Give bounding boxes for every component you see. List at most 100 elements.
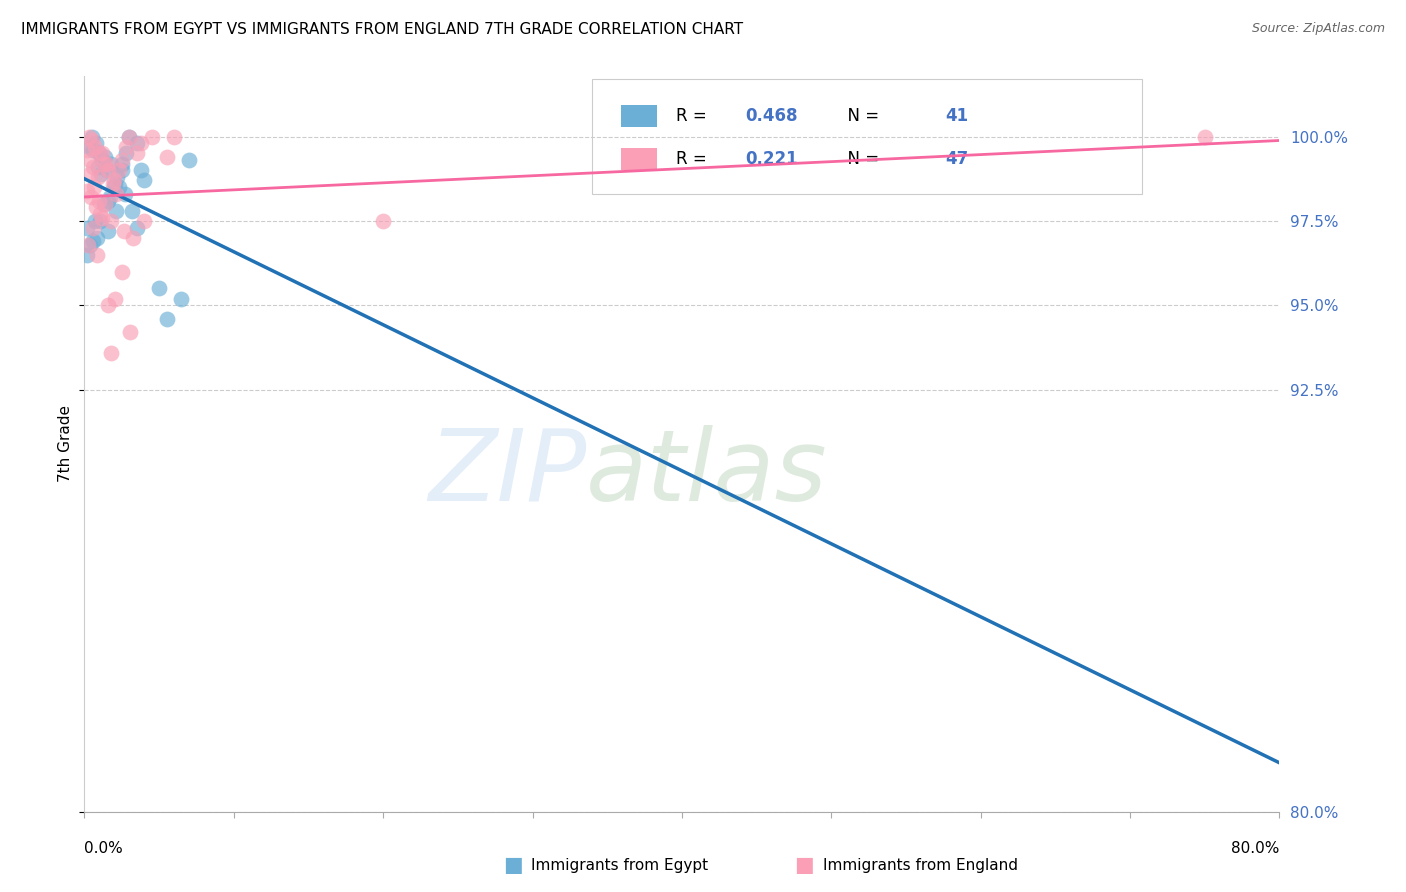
Point bbox=[77, 237, 100, 252]
Text: 47: 47 bbox=[945, 150, 969, 168]
Point bbox=[97, 224, 120, 238]
Text: Immigrants from Egypt: Immigrants from Egypt bbox=[531, 858, 709, 872]
Point bbox=[79, 153, 101, 168]
Point bbox=[107, 180, 129, 194]
Point bbox=[96, 194, 118, 208]
Point bbox=[111, 163, 134, 178]
Point bbox=[90, 211, 112, 225]
Text: N =: N = bbox=[838, 150, 884, 168]
Point bbox=[91, 153, 114, 168]
Point bbox=[91, 146, 114, 161]
Point bbox=[105, 170, 128, 185]
Point bbox=[118, 129, 141, 144]
Point bbox=[177, 153, 200, 168]
Point bbox=[129, 136, 152, 151]
Point bbox=[93, 197, 115, 211]
Bar bbox=[621, 105, 657, 128]
Text: atlas: atlas bbox=[586, 425, 828, 522]
Point bbox=[111, 264, 134, 278]
Point bbox=[82, 234, 104, 248]
Point bbox=[111, 156, 134, 170]
Point bbox=[103, 173, 125, 187]
Text: Source: ZipAtlas.com: Source: ZipAtlas.com bbox=[1251, 22, 1385, 36]
Bar bbox=[621, 148, 657, 170]
Point bbox=[80, 133, 103, 147]
Point bbox=[82, 143, 104, 157]
Point bbox=[87, 160, 110, 174]
Point bbox=[100, 156, 122, 170]
Point bbox=[89, 146, 111, 161]
Point bbox=[112, 224, 135, 238]
Point bbox=[115, 146, 138, 161]
Point bbox=[79, 237, 101, 252]
Point bbox=[170, 292, 193, 306]
Point bbox=[155, 150, 177, 164]
Point bbox=[122, 231, 145, 245]
Point bbox=[148, 281, 170, 295]
Point bbox=[76, 220, 98, 235]
Point bbox=[96, 163, 118, 178]
Text: ■: ■ bbox=[503, 855, 523, 875]
Point bbox=[89, 214, 111, 228]
Text: R =: R = bbox=[676, 150, 711, 168]
Text: N =: N = bbox=[838, 107, 884, 125]
Point bbox=[87, 170, 110, 185]
Point bbox=[79, 167, 101, 181]
Point bbox=[97, 163, 120, 178]
Point bbox=[89, 207, 111, 221]
Point bbox=[96, 298, 118, 312]
Point bbox=[118, 326, 141, 340]
Y-axis label: 7th Grade: 7th Grade bbox=[58, 405, 73, 483]
Text: R =: R = bbox=[676, 107, 711, 125]
Point bbox=[101, 177, 124, 191]
Point bbox=[111, 153, 134, 168]
Point bbox=[76, 184, 98, 198]
Text: 41: 41 bbox=[945, 107, 967, 125]
Text: 0.221: 0.221 bbox=[745, 150, 797, 168]
Point bbox=[105, 186, 128, 201]
Text: ■: ■ bbox=[794, 855, 814, 875]
Point bbox=[103, 180, 125, 194]
Point bbox=[115, 139, 138, 153]
Point bbox=[93, 156, 115, 170]
Point bbox=[104, 292, 127, 306]
Point bbox=[82, 160, 104, 174]
Point bbox=[104, 177, 127, 191]
Point bbox=[96, 156, 118, 170]
Point bbox=[80, 190, 103, 204]
Point bbox=[83, 214, 105, 228]
Point bbox=[1194, 129, 1216, 144]
Point bbox=[373, 214, 395, 228]
Point bbox=[86, 136, 108, 151]
Point bbox=[129, 163, 152, 178]
Point bbox=[121, 203, 143, 218]
Point bbox=[100, 214, 122, 228]
Point bbox=[155, 311, 177, 326]
Point bbox=[77, 129, 100, 144]
Point bbox=[83, 180, 105, 194]
Point bbox=[104, 203, 127, 218]
Point bbox=[163, 129, 186, 144]
FancyBboxPatch shape bbox=[592, 79, 1142, 194]
Text: 0.0%: 0.0% bbox=[84, 841, 124, 856]
Point bbox=[76, 248, 98, 262]
Point bbox=[86, 231, 108, 245]
Point bbox=[94, 150, 117, 164]
Point bbox=[118, 129, 141, 144]
Point bbox=[89, 146, 111, 161]
Point bbox=[114, 186, 136, 201]
Point bbox=[132, 214, 156, 228]
Text: 0.468: 0.468 bbox=[745, 107, 797, 125]
Point bbox=[82, 220, 104, 235]
Point bbox=[125, 136, 148, 151]
Point bbox=[84, 201, 107, 215]
Point bbox=[86, 248, 108, 262]
Point bbox=[76, 143, 98, 157]
Point bbox=[87, 194, 110, 208]
Point bbox=[127, 220, 149, 235]
Point bbox=[125, 146, 148, 161]
Text: ZIP: ZIP bbox=[427, 425, 586, 522]
Point bbox=[90, 167, 112, 181]
Point bbox=[77, 139, 100, 153]
Point bbox=[141, 129, 163, 144]
